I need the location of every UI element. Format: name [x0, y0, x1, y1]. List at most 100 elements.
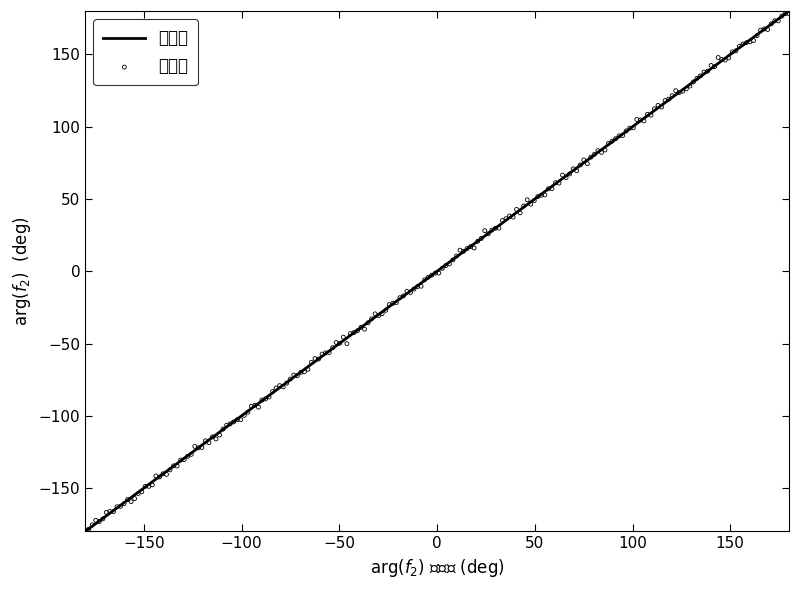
估计値: [330, 337, 342, 347]
估计値: [450, 251, 463, 261]
估计値: [192, 443, 205, 453]
估计値: [397, 291, 410, 301]
估计値: [82, 525, 95, 534]
估计値: [652, 101, 665, 110]
估计値: [606, 136, 618, 146]
估计値: [662, 94, 675, 104]
估计値: [390, 298, 402, 307]
估计値: [591, 146, 604, 155]
估计値: [202, 438, 215, 447]
估计値: [518, 201, 530, 211]
估计値: [613, 131, 626, 140]
估计値: [414, 281, 427, 291]
估计値: [185, 450, 198, 459]
估计値: [546, 184, 558, 194]
估计値: [598, 145, 611, 155]
估计値: [170, 461, 183, 471]
估计値: [549, 178, 562, 188]
估计値: [206, 432, 219, 441]
估计値: [493, 224, 506, 233]
Legend: 真实値, 估计値: 真实値, 估计値: [94, 19, 198, 86]
估计値: [125, 497, 138, 506]
估计値: [217, 424, 230, 434]
估计値: [277, 382, 290, 392]
估计値: [266, 387, 279, 396]
估计値: [698, 67, 710, 77]
估计値: [471, 237, 484, 246]
估计値: [560, 173, 573, 182]
估计値: [658, 96, 671, 105]
估计値: [210, 434, 222, 444]
估计値: [782, 9, 795, 18]
估计値: [510, 205, 523, 214]
估计値: [443, 259, 456, 268]
估计値: [772, 16, 785, 25]
估计値: [341, 339, 354, 348]
估计値: [461, 244, 474, 253]
估计値: [220, 421, 233, 430]
估计値: [97, 514, 110, 524]
估计値: [645, 110, 658, 120]
估计値: [238, 411, 250, 420]
估计値: [542, 184, 555, 194]
估计値: [358, 324, 371, 334]
估计値: [242, 408, 254, 417]
估计値: [531, 192, 544, 201]
估计値: [132, 489, 145, 498]
估计値: [167, 461, 180, 471]
估计値: [262, 392, 275, 402]
估计値: [178, 455, 190, 464]
估计値: [588, 150, 601, 159]
估计値: [775, 11, 788, 21]
估计値: [528, 196, 541, 205]
估计値: [712, 53, 725, 62]
估计値: [234, 415, 247, 424]
估计値: [386, 299, 399, 308]
估计値: [164, 465, 177, 474]
估计値: [570, 166, 583, 175]
估计値: [655, 102, 668, 112]
估计値: [524, 199, 537, 209]
估计値: [78, 526, 91, 535]
估计値: [213, 430, 226, 440]
估计値: [457, 247, 470, 256]
估计値: [563, 169, 576, 179]
估计値: [506, 212, 519, 222]
估计値: [496, 216, 509, 225]
估计値: [733, 41, 746, 51]
估计値: [666, 91, 678, 100]
估计値: [291, 371, 304, 381]
估计値: [715, 55, 728, 64]
估计値: [114, 502, 127, 511]
估计値: [754, 25, 767, 35]
估计値: [334, 339, 346, 348]
X-axis label: $\arg(f_2)$ 真实値 (deg): $\arg(f_2)$ 真实値 (deg): [370, 557, 504, 579]
估计値: [426, 270, 438, 280]
估计値: [344, 329, 357, 338]
估计値: [411, 282, 424, 291]
估计値: [383, 300, 396, 309]
估计値: [683, 81, 696, 91]
估计値: [722, 53, 735, 63]
估计値: [538, 190, 551, 199]
估计値: [394, 293, 406, 302]
估计値: [740, 38, 753, 47]
估计値: [270, 384, 282, 393]
估计値: [369, 309, 382, 319]
估计値: [142, 481, 155, 491]
估计値: [429, 268, 442, 278]
估计値: [737, 40, 750, 49]
估计値: [676, 87, 689, 96]
估计値: [160, 470, 173, 479]
估计値: [486, 225, 498, 235]
估计値: [694, 71, 707, 81]
估计値: [174, 455, 187, 465]
估计値: [762, 25, 774, 34]
估计値: [316, 349, 329, 359]
估计値: [135, 487, 148, 497]
估计値: [302, 365, 314, 374]
估计値: [670, 86, 682, 96]
估计値: [432, 268, 445, 278]
估计値: [199, 436, 212, 445]
估计値: [687, 77, 700, 87]
